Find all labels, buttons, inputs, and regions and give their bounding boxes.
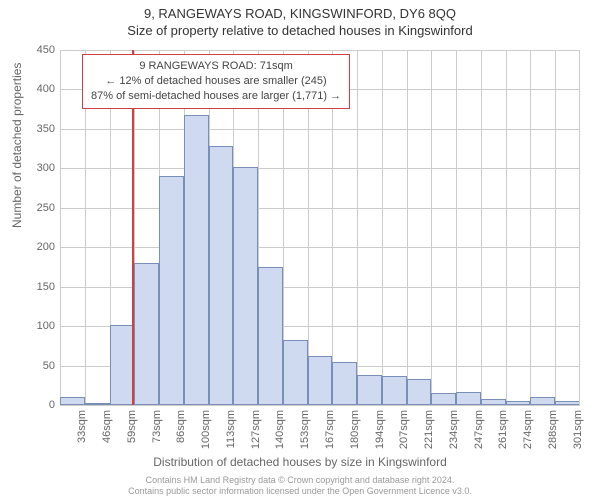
y-tick-label: 50 bbox=[43, 360, 55, 372]
gridline-v bbox=[530, 50, 531, 405]
gridline-v bbox=[60, 50, 61, 405]
histogram-bar bbox=[159, 176, 184, 405]
y-tick-label: 150 bbox=[37, 281, 55, 293]
gridline-v bbox=[431, 50, 432, 405]
y-tick-label: 300 bbox=[37, 162, 55, 174]
x-tick-label: 301sqm bbox=[572, 410, 584, 449]
x-tick-label: 33sqm bbox=[76, 410, 88, 443]
y-tick-label: 400 bbox=[37, 83, 55, 95]
histogram-bar bbox=[382, 376, 407, 405]
gridline-h bbox=[60, 168, 580, 169]
y-tick-label: 250 bbox=[37, 202, 55, 214]
y-tick-label: 350 bbox=[37, 123, 55, 135]
x-tick-label: 86sqm bbox=[175, 410, 187, 443]
histogram-bar bbox=[233, 167, 258, 405]
x-axis-title: Distribution of detached houses by size … bbox=[0, 455, 600, 469]
annotation-line-3: 87% of semi-detached houses are larger (… bbox=[91, 89, 341, 104]
x-tick-label: 288sqm bbox=[547, 410, 559, 449]
x-tick-label: 167sqm bbox=[324, 410, 336, 449]
gridline-v bbox=[555, 50, 556, 405]
histogram-bar bbox=[258, 267, 283, 405]
gridline-v bbox=[357, 50, 358, 405]
x-tick-label: 100sqm bbox=[200, 410, 212, 449]
histogram-bar bbox=[308, 356, 333, 405]
gridline-h bbox=[60, 50, 580, 51]
histogram-bar bbox=[481, 399, 506, 405]
histogram-bar bbox=[85, 403, 110, 405]
x-tick-label: 221sqm bbox=[423, 410, 435, 449]
gridline-h bbox=[60, 129, 580, 130]
histogram-bar bbox=[283, 340, 308, 405]
gridline-h bbox=[60, 208, 580, 209]
gridline-v bbox=[481, 50, 482, 405]
y-tick-label: 0 bbox=[49, 399, 55, 411]
footer-line-1: Contains HM Land Registry data © Crown c… bbox=[0, 475, 600, 487]
gridline-v bbox=[382, 50, 383, 405]
gridline-h bbox=[60, 405, 580, 406]
gridline-v bbox=[456, 50, 457, 405]
histogram-bar bbox=[456, 392, 481, 405]
annotation-line-2: ← 12% of detached houses are smaller (24… bbox=[91, 74, 341, 89]
histogram-bar bbox=[431, 393, 456, 405]
gridline-v bbox=[579, 50, 580, 405]
x-tick-label: 247sqm bbox=[473, 410, 485, 449]
gridline-v bbox=[506, 50, 507, 405]
histogram-bar bbox=[407, 379, 432, 405]
histogram-bar bbox=[134, 263, 159, 405]
histogram-bar bbox=[184, 115, 209, 405]
histogram-bar bbox=[60, 397, 85, 405]
x-tick-label: 274sqm bbox=[522, 410, 534, 449]
histogram-bar bbox=[209, 146, 234, 405]
x-tick-label: 207sqm bbox=[398, 410, 410, 449]
x-tick-label: 127sqm bbox=[250, 410, 262, 449]
chart-container: 9, RANGEWAYS ROAD, KINGSWINFORD, DY6 8QQ… bbox=[0, 0, 600, 500]
x-tick-label: 46sqm bbox=[101, 410, 113, 443]
annotation-line-1: 9 RANGEWAYS ROAD: 71sqm bbox=[91, 59, 341, 74]
chart-subtitle: Size of property relative to detached ho… bbox=[0, 23, 600, 40]
x-tick-label: 113sqm bbox=[225, 410, 237, 448]
x-tick-label: 59sqm bbox=[126, 410, 138, 443]
histogram-bar bbox=[110, 325, 135, 405]
y-tick-label: 200 bbox=[37, 241, 55, 253]
x-tick-label: 140sqm bbox=[274, 410, 286, 449]
x-tick-label: 194sqm bbox=[374, 410, 386, 449]
x-tick-label: 153sqm bbox=[299, 410, 311, 449]
x-tick-label: 234sqm bbox=[448, 410, 460, 449]
footer-attribution: Contains HM Land Registry data © Crown c… bbox=[0, 475, 600, 498]
histogram-bar bbox=[506, 401, 531, 405]
y-tick-label: 100 bbox=[37, 320, 55, 332]
histogram-bar bbox=[530, 397, 555, 405]
page-title: 9, RANGEWAYS ROAD, KINGSWINFORD, DY6 8QQ bbox=[0, 0, 600, 23]
gridline-h bbox=[60, 247, 580, 248]
footer-line-2: Contains public sector information licen… bbox=[0, 486, 600, 498]
annotation-box: 9 RANGEWAYS ROAD: 71sqm ← 12% of detache… bbox=[82, 54, 350, 109]
y-tick-label: 450 bbox=[37, 44, 55, 56]
chart-area: 05010015020025030035040045033sqm46sqm59s… bbox=[60, 50, 580, 405]
y-axis-title: Number of detached properties bbox=[10, 63, 24, 228]
x-tick-label: 73sqm bbox=[151, 410, 163, 443]
x-tick-label: 261sqm bbox=[497, 410, 509, 449]
x-tick-label: 180sqm bbox=[349, 410, 361, 449]
gridline-v bbox=[407, 50, 408, 405]
histogram-bar bbox=[555, 401, 580, 405]
histogram-bar bbox=[332, 362, 357, 405]
histogram-bar bbox=[357, 375, 382, 405]
